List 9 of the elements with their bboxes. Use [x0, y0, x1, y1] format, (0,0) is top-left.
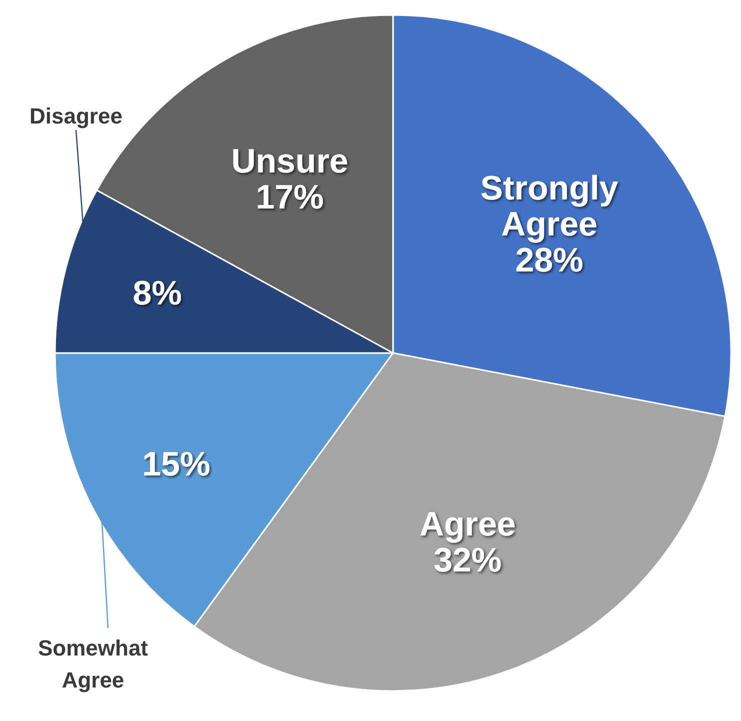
slice-label: Strongly Agree	[480, 170, 618, 244]
data-label: 28%	[515, 242, 584, 280]
data-label: 17%	[256, 178, 324, 216]
slice-label: Agree	[419, 505, 516, 544]
data-label: 15%	[142, 445, 210, 484]
data-label: 8%	[132, 274, 182, 312]
slice-label: Somewhat Agree	[38, 636, 149, 693]
slice-label: Disagree	[30, 104, 122, 129]
slice-label: Unsure	[231, 142, 348, 180]
